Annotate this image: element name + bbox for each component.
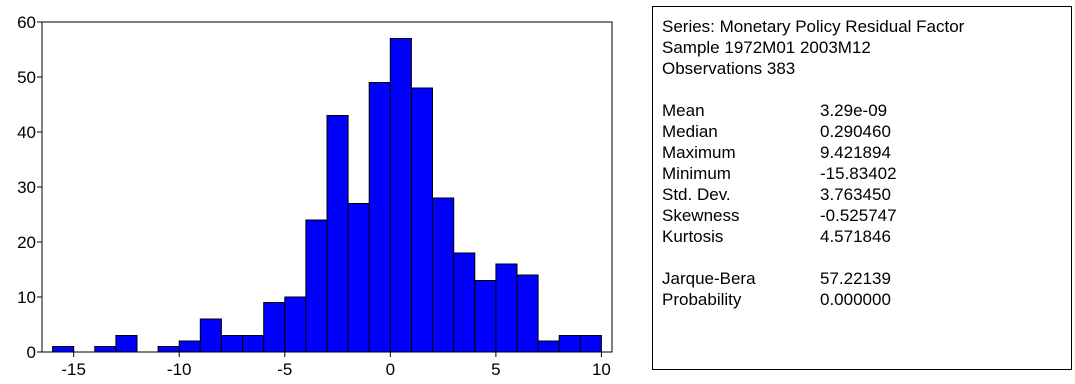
histogram-bar (453, 252, 476, 353)
histogram-bar (474, 280, 497, 353)
stat-row-probability: Probability 0.000000 (662, 289, 891, 310)
stat-value: 9.421894 (820, 143, 891, 162)
histogram-bar (199, 318, 222, 353)
histogram-bar (178, 340, 201, 353)
histogram-bar (115, 335, 138, 353)
histogram-bar (432, 197, 455, 353)
bars-group (52, 38, 602, 353)
stat-label: Probability (662, 290, 742, 309)
normality-test-table: Jarque-Bera 57.22139 Probability 0.000000 (662, 268, 891, 310)
histogram-bar (347, 203, 370, 353)
stat-value: -15.83402 (820, 164, 897, 183)
histogram-bar (305, 219, 328, 353)
x-tick-label: -5 (277, 360, 292, 379)
histogram-bar (516, 274, 539, 353)
stat-row-kurtosis: Kurtosis 4.571846 (662, 226, 897, 247)
histogram-bar (558, 335, 581, 353)
stat-value: 0.290460 (820, 122, 891, 141)
spacer (662, 247, 1071, 268)
histogram-chart: 0 10 20 30 40 50 60 -15 -10 -5 0 5 10 (17, 13, 613, 379)
stat-label: Mean (662, 101, 705, 120)
stat-row-jarque-bera: Jarque-Bera 57.22139 (662, 268, 891, 289)
stat-label: Std. Dev. (662, 185, 731, 204)
y-tick-label: 0 (27, 343, 36, 362)
histogram-bar (326, 115, 349, 353)
stat-row-median: Median 0.290460 (662, 121, 897, 142)
histogram-bar (263, 302, 286, 353)
y-tick-label: 10 (17, 288, 36, 307)
series-name: Series: Monetary Policy Residual Factor (662, 17, 965, 36)
stat-value: 3.29e-09 (820, 101, 888, 120)
stat-value: 4.571846 (820, 227, 891, 246)
stat-row-minimum: Minimum -15.83402 (662, 163, 897, 184)
observations-count: Observations 383 (662, 59, 796, 78)
y-tick-label: 20 (17, 233, 36, 252)
x-tick-label: 5 (491, 360, 500, 379)
histogram-bar (389, 38, 412, 353)
statistics-panel: Series: Monetary Policy Residual Factor … (652, 6, 1072, 370)
histogram-bar (410, 87, 433, 353)
histogram-bar (157, 346, 180, 353)
y-tick-label: 40 (17, 123, 36, 142)
stat-row-skewness: Skewness -0.525747 (662, 205, 897, 226)
stat-value: 0.000000 (820, 290, 891, 309)
stat-label: Kurtosis (662, 227, 724, 246)
sample-range: Sample 1972M01 2003M12 (662, 38, 871, 57)
spacer (662, 79, 1071, 100)
histogram-bar (242, 335, 265, 353)
axes-group: 0 10 20 30 40 50 60 -15 -10 -5 0 5 10 (17, 13, 611, 379)
histogram-bar (284, 296, 307, 353)
histogram-bar (94, 346, 117, 353)
histogram-bar (220, 335, 243, 353)
y-tick-label: 30 (17, 178, 36, 197)
stat-label: Maximum (662, 143, 736, 162)
histogram-bar (52, 346, 75, 353)
descriptive-stats-table: Mean 3.29e-09 Median 0.290460 Maximum 9.421… (662, 100, 897, 247)
stat-value: 3.763450 (820, 185, 891, 204)
histogram-bar (579, 335, 602, 353)
x-tick-label: 10 (592, 360, 611, 379)
stat-label: Skewness (662, 206, 740, 225)
stat-row-mean: Mean 3.29e-09 (662, 100, 897, 121)
y-tick-label: 60 (17, 13, 36, 32)
y-tick-label: 50 (17, 68, 36, 87)
histogram-bar (537, 340, 560, 353)
stat-label: Minimum (662, 164, 731, 183)
stat-value: 57.22139 (820, 269, 891, 288)
x-tick-label: 0 (386, 360, 395, 379)
histogram-bar (495, 263, 518, 353)
stat-label: Jarque-Bera (662, 269, 756, 288)
stat-row-maximum: Maximum 9.421894 (662, 142, 897, 163)
x-tick-label: -10 (167, 360, 192, 379)
stat-value: -0.525747 (820, 206, 897, 225)
x-tick-label: -15 (61, 360, 86, 379)
stat-label: Median (662, 122, 718, 141)
histogram-bar (368, 82, 391, 353)
stat-row-std-dev: Std. Dev. 3.763450 (662, 184, 897, 205)
